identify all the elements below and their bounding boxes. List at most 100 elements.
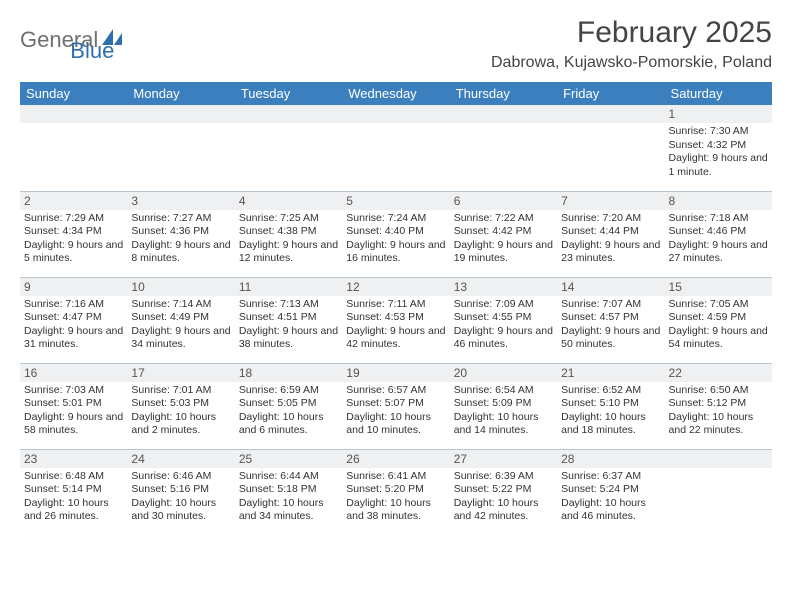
sunrise-text: Sunrise: 7:03 AM: [24, 384, 123, 398]
sunset-text: Sunset: 5:18 PM: [239, 483, 338, 497]
calendar-day-cell: [342, 105, 449, 191]
calendar-table: Sunday Monday Tuesday Wednesday Thursday…: [20, 82, 772, 535]
day-number: 9: [20, 278, 127, 296]
calendar-week-row: 2Sunrise: 7:29 AMSunset: 4:34 PMDaylight…: [20, 191, 772, 277]
sunrise-text: Sunrise: 6:57 AM: [346, 384, 445, 398]
daylight-text: Daylight: 9 hours and 8 minutes.: [131, 239, 230, 266]
calendar-day-cell: [20, 105, 127, 191]
daylight-text: Daylight: 10 hours and 10 minutes.: [346, 411, 445, 438]
sunrise-text: Sunrise: 7:16 AM: [24, 298, 123, 312]
sunrise-text: Sunrise: 7:24 AM: [346, 212, 445, 226]
day-number: 22: [665, 364, 772, 382]
day-number: 7: [557, 192, 664, 210]
day-number: [235, 105, 342, 123]
day-number: 11: [235, 278, 342, 296]
day-number: 8: [665, 192, 772, 210]
sunset-text: Sunset: 5:12 PM: [669, 397, 768, 411]
calendar-day-cell: 21 Sunrise: 6:52 AMSunset: 5:10 PMDayligh…: [557, 363, 664, 449]
sunset-text: Sunset: 5:05 PM: [239, 397, 338, 411]
calendar-day-cell: 1Sunrise: 7:30 AMSunset: 4:32 PMDaylight…: [665, 105, 772, 191]
weekday-sunday: Sunday: [20, 82, 127, 105]
day-info: Sunrise: 7:22 AMSunset: 4:42 PMDaylight:…: [450, 212, 557, 267]
day-number: 23: [20, 450, 127, 468]
calendar-day-cell: 28Sunrise: 6:37 AMSunset: 5:24 PMDayligh…: [557, 449, 664, 535]
day-number: 27: [450, 450, 557, 468]
calendar-day-cell: 22Sunrise: 6:50 AMSunset: 5:12 PMDayligh…: [665, 363, 772, 449]
calendar-day-cell: 15 Sunrise: 7:05 AMSunset: 4:59 PMDayligh…: [665, 277, 772, 363]
calendar-day-cell: 5Sunrise: 7:24 AMSunset: 4:40 PMDaylight…: [342, 191, 449, 277]
day-number: [665, 450, 772, 468]
daylight-text: Daylight: 9 hours and 12 minutes.: [239, 239, 338, 266]
day-number: 2: [20, 192, 127, 210]
sunset-text: Sunset: 4:49 PM: [131, 311, 230, 325]
calendar-day-cell: 27 Sunrise: 6:39 AMSunset: 5:22 PMDayligh…: [450, 449, 557, 535]
day-number: 15: [665, 278, 772, 296]
weekday-friday: Friday: [557, 82, 664, 105]
sunrise-text: Sunrise: 6:50 AM: [669, 384, 768, 398]
calendar-day-cell: 3Sunrise: 7:27 AMSunset: 4:36 PMDaylight…: [127, 191, 234, 277]
title-block: February 2025 Dabrowa, Kujawsko-Pomorski…: [491, 16, 772, 72]
sunrise-text: Sunrise: 6:59 AM: [239, 384, 338, 398]
daylight-text: Daylight: 10 hours and 26 minutes.: [24, 497, 123, 524]
day-number: 10: [127, 278, 234, 296]
calendar-day-cell: 11Sunrise: 7:13 AMSunset: 4:51 PMDayligh…: [235, 277, 342, 363]
daylight-text: Daylight: 10 hours and 46 minutes.: [561, 497, 660, 524]
sunset-text: Sunset: 4:53 PM: [346, 311, 445, 325]
calendar-day-cell: 4Sunrise: 7:25 AMSunset: 4:38 PMDaylight…: [235, 191, 342, 277]
daylight-text: Daylight: 9 hours and 5 minutes.: [24, 239, 123, 266]
daylight-text: Daylight: 10 hours and 38 minutes.: [346, 497, 445, 524]
day-info: Sunrise: 7:18 AMSunset: 4:46 PMDaylight:…: [665, 212, 772, 267]
day-info: Sunrise: 7:20 AMSunset: 4:44 PMDaylight:…: [557, 212, 664, 267]
sunrise-text: Sunrise: 7:30 AM: [669, 125, 768, 139]
day-info: Sunrise: 7:27 AMSunset: 4:36 PMDaylight:…: [127, 212, 234, 267]
logo: General Blue: [20, 16, 114, 64]
sunrise-text: Sunrise: 7:22 AM: [454, 212, 553, 226]
daylight-text: Daylight: 9 hours and 23 minutes.: [561, 239, 660, 266]
day-number: 13: [450, 278, 557, 296]
day-number: 24: [127, 450, 234, 468]
day-number: 4: [235, 192, 342, 210]
sunset-text: Sunset: 5:22 PM: [454, 483, 553, 497]
calendar-day-cell: 14Sunrise: 7:07 AMSunset: 4:57 PMDayligh…: [557, 277, 664, 363]
sunset-text: Sunset: 5:14 PM: [24, 483, 123, 497]
daylight-text: Daylight: 9 hours and 46 minutes.: [454, 325, 553, 352]
day-info: Sunrise: 6:54 AMSunset: 5:09 PMDaylight:…: [450, 384, 557, 439]
daylight-text: Daylight: 10 hours and 42 minutes.: [454, 497, 553, 524]
calendar-day-cell: [450, 105, 557, 191]
day-info: Sunrise: 6:44 AMSunset: 5:18 PMDaylight:…: [235, 470, 342, 525]
sunrise-text: Sunrise: 7:18 AM: [669, 212, 768, 226]
calendar-day-cell: 7 Sunrise: 7:20 AMSunset: 4:44 PMDaylight…: [557, 191, 664, 277]
calendar-day-cell: 18Sunrise: 6:59 AMSunset: 5:05 PMDayligh…: [235, 363, 342, 449]
day-info: Sunrise: 6:37 AMSunset: 5:24 PMDaylight:…: [557, 470, 664, 525]
day-number: 20: [450, 364, 557, 382]
sunrise-text: Sunrise: 6:44 AM: [239, 470, 338, 484]
day-number: 16: [20, 364, 127, 382]
day-number: 25: [235, 450, 342, 468]
weekday-monday: Monday: [127, 82, 234, 105]
calendar-day-cell: 16Sunrise: 7:03 AMSunset: 5:01 PMDayligh…: [20, 363, 127, 449]
sunrise-text: Sunrise: 7:05 AM: [669, 298, 768, 312]
sunrise-text: Sunrise: 6:46 AM: [131, 470, 230, 484]
calendar-body: 1Sunrise: 7:30 AMSunset: 4:32 PMDaylight…: [20, 105, 772, 535]
sunrise-text: Sunrise: 6:39 AM: [454, 470, 553, 484]
day-info: Sunrise: 6:52 AMSunset: 5:10 PMDaylight:…: [557, 384, 664, 439]
sunrise-text: Sunrise: 7:09 AM: [454, 298, 553, 312]
daylight-text: Daylight: 9 hours and 58 minutes.: [24, 411, 123, 438]
weekday-header-row: Sunday Monday Tuesday Wednesday Thursday…: [20, 82, 772, 105]
day-number: 21: [557, 364, 664, 382]
calendar-day-cell: [557, 105, 664, 191]
daylight-text: Daylight: 9 hours and 34 minutes.: [131, 325, 230, 352]
sunset-text: Sunset: 5:24 PM: [561, 483, 660, 497]
logo-text-blue: Blue: [70, 38, 114, 64]
day-number: 5: [342, 192, 449, 210]
sunset-text: Sunset: 5:03 PM: [131, 397, 230, 411]
day-info: Sunrise: 7:16 AMSunset: 4:47 PMDaylight:…: [20, 298, 127, 353]
day-info: Sunrise: 7:05 AMSunset: 4:59 PMDaylight:…: [665, 298, 772, 353]
page-title: February 2025: [491, 16, 772, 50]
sunset-text: Sunset: 4:44 PM: [561, 225, 660, 239]
day-info: Sunrise: 6:59 AMSunset: 5:05 PMDaylight:…: [235, 384, 342, 439]
day-number: 6: [450, 192, 557, 210]
calendar-week-row: 16Sunrise: 7:03 AMSunset: 5:01 PMDayligh…: [20, 363, 772, 449]
daylight-text: Daylight: 10 hours and 18 minutes.: [561, 411, 660, 438]
day-number: [450, 105, 557, 123]
